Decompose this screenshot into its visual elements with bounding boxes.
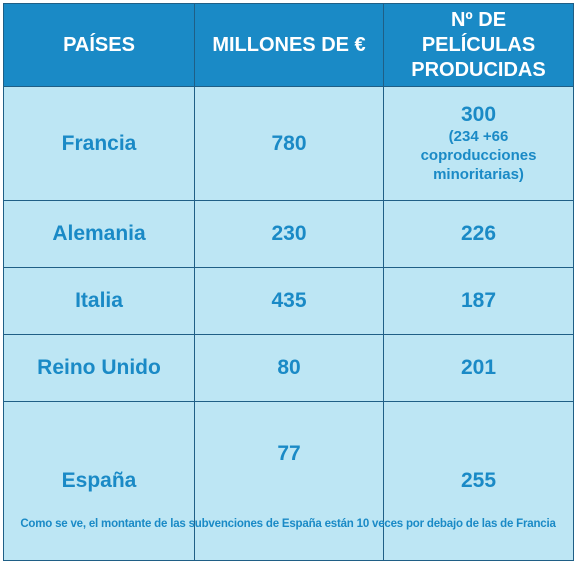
table-row: Italia 435 187 bbox=[3, 267, 574, 335]
subsidies-table: PAÍSES MILLONES DE € Nº DE PELÍCULAS PRO… bbox=[3, 3, 574, 561]
header-row: PAÍSES MILLONES DE € Nº DE PELÍCULAS PRO… bbox=[3, 3, 574, 87]
table-row: Francia 780 300 (234 +66 coproducciones … bbox=[3, 86, 574, 201]
cell-country: España bbox=[3, 401, 195, 561]
films-value: 300 bbox=[460, 103, 497, 126]
cell-films: 187 bbox=[383, 267, 574, 335]
header-countries: PAÍSES bbox=[3, 3, 195, 87]
cell-country: Francia bbox=[3, 86, 195, 201]
cell-millions: 230 bbox=[194, 200, 384, 268]
cell-millions: 80 bbox=[194, 334, 384, 402]
cell-millions: 780 bbox=[194, 86, 384, 201]
table-row: Reino Unido 80 201 bbox=[3, 334, 574, 402]
cell-films: 300 (234 +66 coproducciones minoritarias… bbox=[383, 86, 574, 201]
table-row: Alemania 230 226 bbox=[3, 200, 574, 268]
cell-millions: 435 bbox=[194, 267, 384, 335]
cell-films: 201 bbox=[383, 334, 574, 402]
cell-country: Reino Unido bbox=[3, 334, 195, 402]
cell-country: Alemania bbox=[3, 200, 195, 268]
cell-millions: 77 bbox=[194, 401, 384, 561]
header-millions: MILLONES DE € bbox=[194, 3, 384, 87]
cell-films: 226 bbox=[383, 200, 574, 268]
header-films: Nº DE PELÍCULAS PRODUCIDAS bbox=[383, 3, 574, 87]
films-note: (234 +66 coproducciones minoritarias) bbox=[420, 128, 537, 183]
table-row: España 77 255 bbox=[3, 401, 574, 561]
cell-films: 255 bbox=[383, 401, 574, 561]
table-caption: Como se ve, el montante de las subvencio… bbox=[20, 518, 556, 530]
cell-country: Italia bbox=[3, 267, 195, 335]
